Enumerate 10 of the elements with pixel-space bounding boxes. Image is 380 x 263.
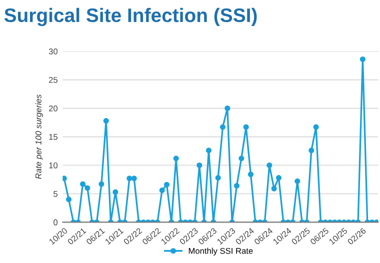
y-tick-label: 5 — [54, 191, 58, 197]
chart-title: Surgical Site Infection (SSI) — [4, 8, 257, 26]
y-tick-label: 30 — [48, 48, 58, 54]
y-tick-label: 15 — [49, 134, 58, 140]
y-tick-label: 25 — [48, 76, 58, 83]
y-tick-label: 0 — [54, 219, 58, 226]
y-tick-label: 10 — [49, 162, 58, 168]
y-axis-title: Rate per 100 surgeries — [35, 94, 44, 179]
legend-label: Monthly SSI Rate — [188, 248, 253, 256]
y-tick-label: 20 — [48, 105, 58, 112]
